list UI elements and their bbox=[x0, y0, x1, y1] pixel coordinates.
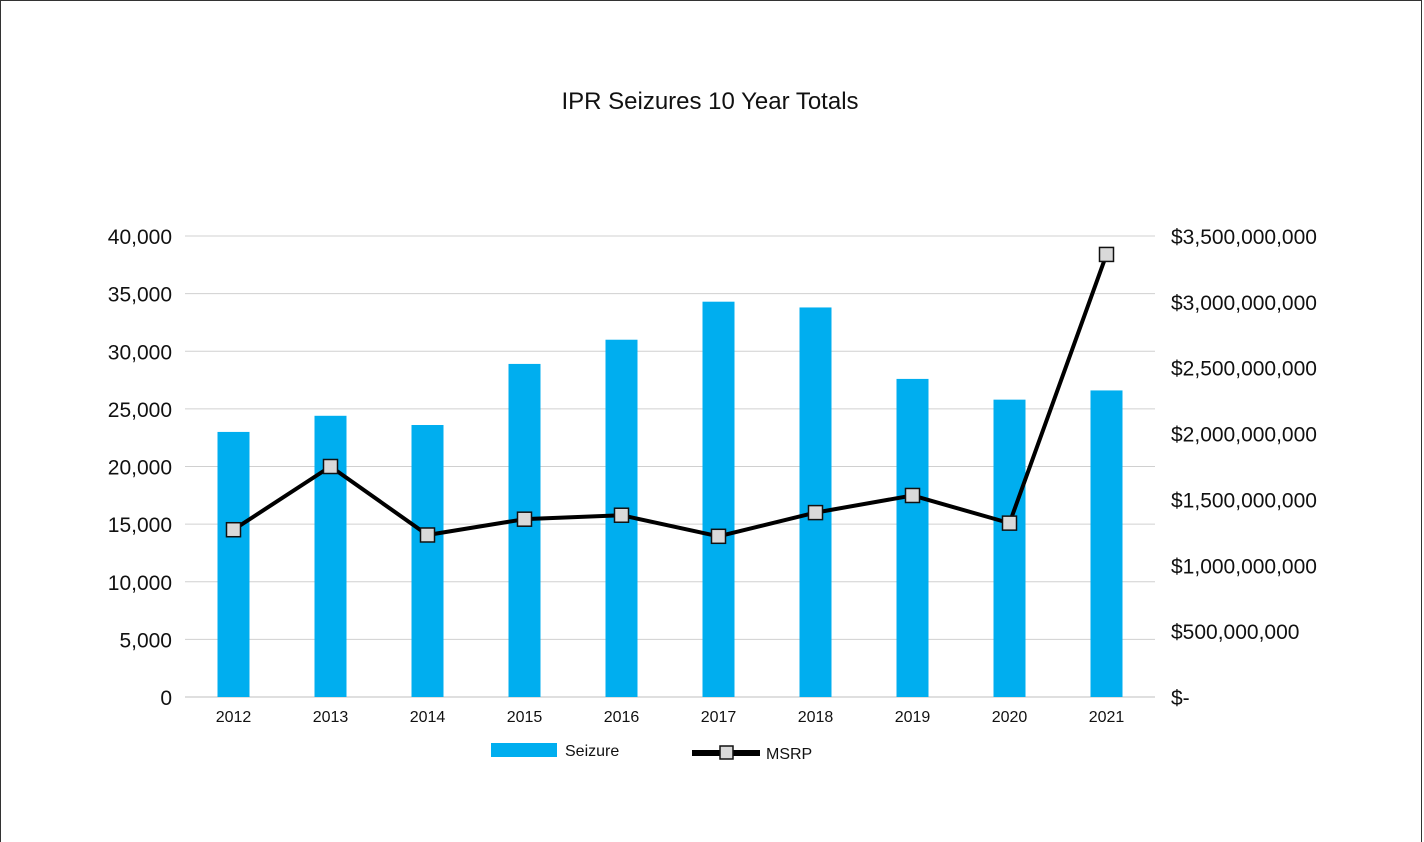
x-axis-tick-label: 2016 bbox=[604, 709, 640, 726]
left-axis-tick-label: 30,000 bbox=[108, 341, 172, 364]
seizure-bar bbox=[702, 301, 735, 697]
seizure-bar bbox=[217, 431, 250, 697]
right-axis-tick-label: $1,000,000,000 bbox=[1171, 555, 1317, 578]
legend: Seizure MSRP bbox=[491, 743, 812, 763]
x-axis-tick-label: 2013 bbox=[313, 709, 349, 726]
right-axis-tick-label: $3,500,000,000 bbox=[1171, 226, 1317, 249]
x-axis-ticks: 2012 2013 2014 2015 2016 2017 2018 2019 2020 2021 bbox=[216, 709, 1125, 726]
msrp-marker bbox=[419, 527, 436, 543]
left-axis-tick-label: 20,000 bbox=[108, 457, 172, 480]
right-axis-tick-label: $1,500,000,000 bbox=[1171, 489, 1317, 512]
x-axis-tick-label: 2014 bbox=[410, 709, 446, 726]
chart-title: IPR Seizures 10 Year Totals bbox=[561, 88, 858, 115]
seizure-bar bbox=[411, 425, 444, 697]
seizure-bar bbox=[1090, 390, 1123, 697]
x-axis-tick-label: 2017 bbox=[701, 709, 737, 726]
x-axis-tick-label: 2015 bbox=[507, 709, 543, 726]
msrp-marker bbox=[1001, 515, 1018, 531]
legend-swatch-msrp-marker bbox=[719, 745, 734, 760]
left-axis-tick-label: 40,000 bbox=[108, 226, 172, 249]
msrp-marker bbox=[904, 487, 921, 504]
msrp-marker bbox=[807, 504, 824, 521]
x-axis-tick-label: 2020 bbox=[992, 709, 1028, 726]
x-axis-tick-label: 2019 bbox=[895, 709, 931, 726]
legend-label-msrp: MSRP bbox=[766, 746, 812, 763]
right-axis-ticks: $- $500,000,000 $1,000,000,000 $1,500,000,0… bbox=[1171, 226, 1317, 710]
left-axis-tick-label: 25,000 bbox=[108, 399, 172, 422]
msrp-marker bbox=[225, 521, 242, 538]
right-axis-tick-label: $3,000,000,000 bbox=[1171, 292, 1317, 315]
msrp-marker bbox=[322, 458, 339, 475]
right-axis-tick-label: $2,500,000,000 bbox=[1171, 358, 1317, 381]
msrp-marker bbox=[613, 507, 630, 523]
x-axis-tick-label: 2012 bbox=[216, 709, 252, 726]
x-axis-tick-label: 2021 bbox=[1089, 709, 1125, 726]
seizure-bar bbox=[896, 378, 929, 697]
legend-swatch-seizure bbox=[491, 743, 557, 757]
left-axis-tick-label: 5,000 bbox=[119, 629, 172, 652]
right-axis-tick-label: $2,000,000,000 bbox=[1171, 424, 1317, 447]
right-axis-tick-label: $- bbox=[1171, 687, 1190, 710]
seizure-bars bbox=[217, 301, 1123, 697]
msrp-line bbox=[232, 253, 1109, 539]
seizure-bar bbox=[993, 399, 1026, 697]
msrp-marker bbox=[1098, 246, 1115, 263]
msrp-marker bbox=[710, 528, 727, 545]
left-axis-tick-label: 15,000 bbox=[108, 514, 172, 537]
seizure-bar bbox=[799, 307, 832, 697]
right-axis-tick-label: $500,000,000 bbox=[1171, 621, 1299, 644]
msrp-line-layer bbox=[225, 246, 1115, 545]
seizure-bar bbox=[314, 415, 347, 697]
left-axis-ticks: 0 5,000 10,000 15,000 20,000 25,000 30,000 35,0… bbox=[108, 226, 172, 710]
left-axis-tick-label: 35,000 bbox=[108, 284, 172, 307]
left-axis-tick-label: 10,000 bbox=[108, 572, 172, 595]
legend-label-seizure: Seizure bbox=[565, 743, 619, 760]
gridlines bbox=[185, 235, 1155, 698]
seizure-bar bbox=[508, 363, 541, 697]
x-axis-tick-label: 2018 bbox=[798, 709, 834, 726]
left-axis-tick-label: 0 bbox=[160, 687, 172, 710]
msrp-marker bbox=[516, 511, 533, 527]
